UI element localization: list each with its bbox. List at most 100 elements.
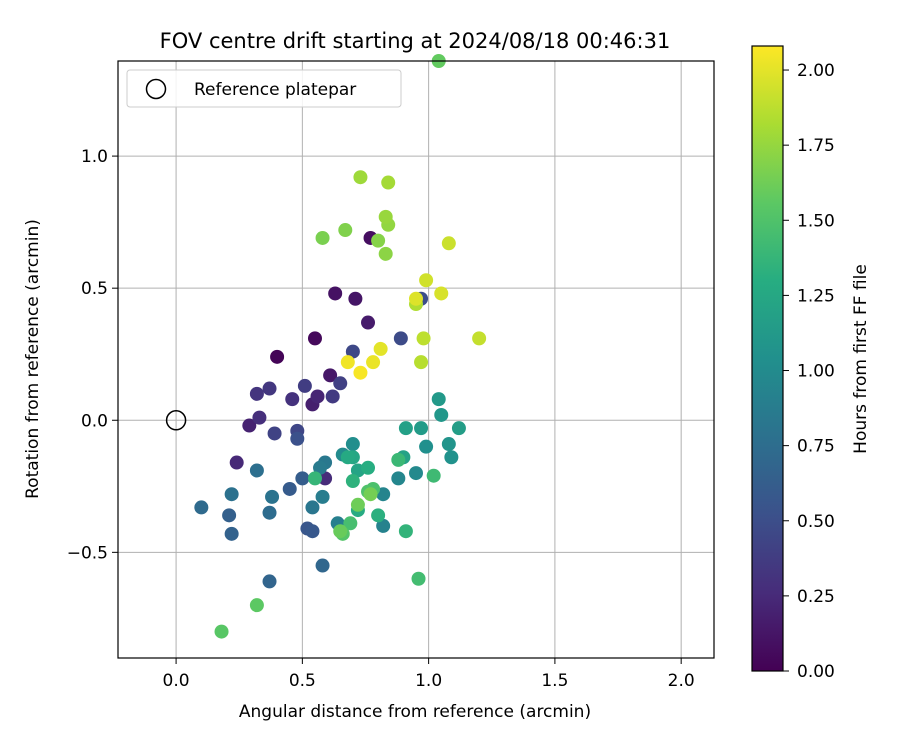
data-point bbox=[409, 291, 423, 306]
data-point bbox=[318, 471, 333, 486]
legend-label: Reference platepar bbox=[194, 80, 356, 100]
data-point bbox=[297, 378, 312, 393]
plot-frame bbox=[117, 60, 715, 659]
data-point bbox=[262, 381, 277, 396]
data-point bbox=[249, 463, 264, 478]
data-point bbox=[242, 418, 257, 433]
data-point bbox=[290, 431, 305, 446]
data-point bbox=[340, 355, 355, 370]
data-point bbox=[282, 481, 297, 496]
colorbar-tick-label: 1.00 bbox=[797, 362, 835, 382]
data-point bbox=[214, 624, 229, 639]
data-point bbox=[305, 524, 320, 539]
data-point bbox=[414, 355, 429, 370]
data-point bbox=[265, 489, 280, 504]
data-point bbox=[310, 389, 325, 404]
data-point bbox=[366, 355, 381, 370]
data-point bbox=[391, 452, 406, 467]
data-point bbox=[345, 344, 360, 359]
data-point bbox=[262, 505, 277, 520]
data-point bbox=[338, 223, 353, 238]
data-point bbox=[328, 286, 343, 301]
data-point bbox=[361, 315, 376, 330]
data-point bbox=[376, 518, 391, 533]
data-point bbox=[285, 392, 300, 407]
data-point bbox=[345, 437, 360, 452]
colorbar-tick-label: 1.75 bbox=[797, 136, 835, 156]
data-point bbox=[224, 526, 239, 541]
data-point bbox=[398, 421, 413, 436]
x-tick-label: 1.0 bbox=[415, 671, 442, 691]
y-tick-label: 0.0 bbox=[81, 411, 108, 431]
data-point bbox=[194, 500, 209, 515]
data-point bbox=[391, 471, 406, 486]
x-axis-label: Angular distance from reference (arcmin) bbox=[239, 702, 591, 722]
x-axis-ticks: 0.0 0.5 1.0 1.5 2.0 bbox=[163, 658, 695, 691]
data-point bbox=[345, 474, 360, 489]
data-point bbox=[315, 230, 330, 245]
data-point bbox=[333, 524, 348, 539]
data-point bbox=[441, 437, 456, 452]
data-point bbox=[434, 407, 449, 422]
y-tick-label: −0.5 bbox=[67, 543, 108, 563]
data-point bbox=[426, 468, 441, 483]
data-point bbox=[270, 349, 285, 364]
data-point bbox=[315, 558, 330, 573]
x-tick-label: 1.5 bbox=[541, 671, 568, 691]
data-point bbox=[323, 368, 338, 383]
data-point bbox=[262, 574, 277, 589]
legend: Reference platepar bbox=[126, 69, 402, 108]
data-point bbox=[373, 341, 388, 356]
x-tick-label: 0.5 bbox=[289, 671, 316, 691]
colorbar-tick-label: 1.25 bbox=[797, 286, 835, 306]
data-point bbox=[222, 508, 237, 523]
colorbar-tick-label: 0.50 bbox=[797, 512, 835, 532]
colorbar bbox=[751, 45, 784, 672]
data-point bbox=[451, 421, 466, 436]
data-point bbox=[431, 392, 446, 407]
data-point bbox=[249, 386, 264, 401]
data-point bbox=[340, 450, 355, 465]
data-point bbox=[305, 500, 320, 515]
data-point bbox=[419, 273, 434, 288]
y-tick-label: 1.0 bbox=[81, 147, 108, 167]
data-point bbox=[348, 291, 363, 306]
colorbar-label: Hours from first FF file bbox=[851, 264, 871, 454]
x-tick-label: 0.0 bbox=[163, 671, 190, 691]
colorbar-tick-label: 2.00 bbox=[797, 61, 835, 81]
data-point bbox=[361, 460, 376, 475]
data-point bbox=[295, 471, 310, 486]
data-point bbox=[411, 571, 426, 586]
data-point bbox=[229, 455, 244, 470]
data-point bbox=[371, 233, 386, 248]
data-point bbox=[333, 376, 348, 391]
data-point bbox=[325, 389, 340, 404]
x-tick-label: 2.0 bbox=[668, 671, 695, 691]
data-point bbox=[409, 466, 423, 481]
grid-lines bbox=[118, 61, 714, 658]
legend-marker-icon bbox=[145, 78, 167, 100]
y-tick-label: 0.5 bbox=[81, 279, 108, 299]
data-points bbox=[194, 54, 487, 639]
data-point bbox=[419, 439, 434, 454]
data-point bbox=[307, 471, 322, 486]
y-axis-label: Rotation from reference (arcmin) bbox=[23, 219, 43, 499]
data-point bbox=[252, 410, 267, 425]
colorbar-ticks: 0.00 0.25 0.50 0.75 1.00 1.25 1.50 1.75 2.00 bbox=[783, 61, 835, 682]
data-point bbox=[472, 331, 487, 346]
data-point bbox=[363, 487, 378, 502]
data-point bbox=[414, 421, 429, 436]
data-point bbox=[416, 331, 431, 346]
data-point bbox=[444, 450, 459, 465]
colorbar-tick-label: 0.75 bbox=[797, 437, 835, 457]
data-point bbox=[441, 236, 456, 251]
data-point bbox=[267, 426, 282, 441]
data-point bbox=[393, 331, 408, 346]
colorbar-tick-label: 0.25 bbox=[797, 587, 835, 607]
data-point bbox=[307, 331, 322, 346]
legend-box bbox=[126, 69, 402, 108]
chart-title: FOV centre drift starting at 2024/08/18 … bbox=[160, 29, 671, 53]
data-point bbox=[353, 365, 368, 380]
data-point bbox=[353, 170, 368, 185]
data-point bbox=[434, 286, 449, 301]
